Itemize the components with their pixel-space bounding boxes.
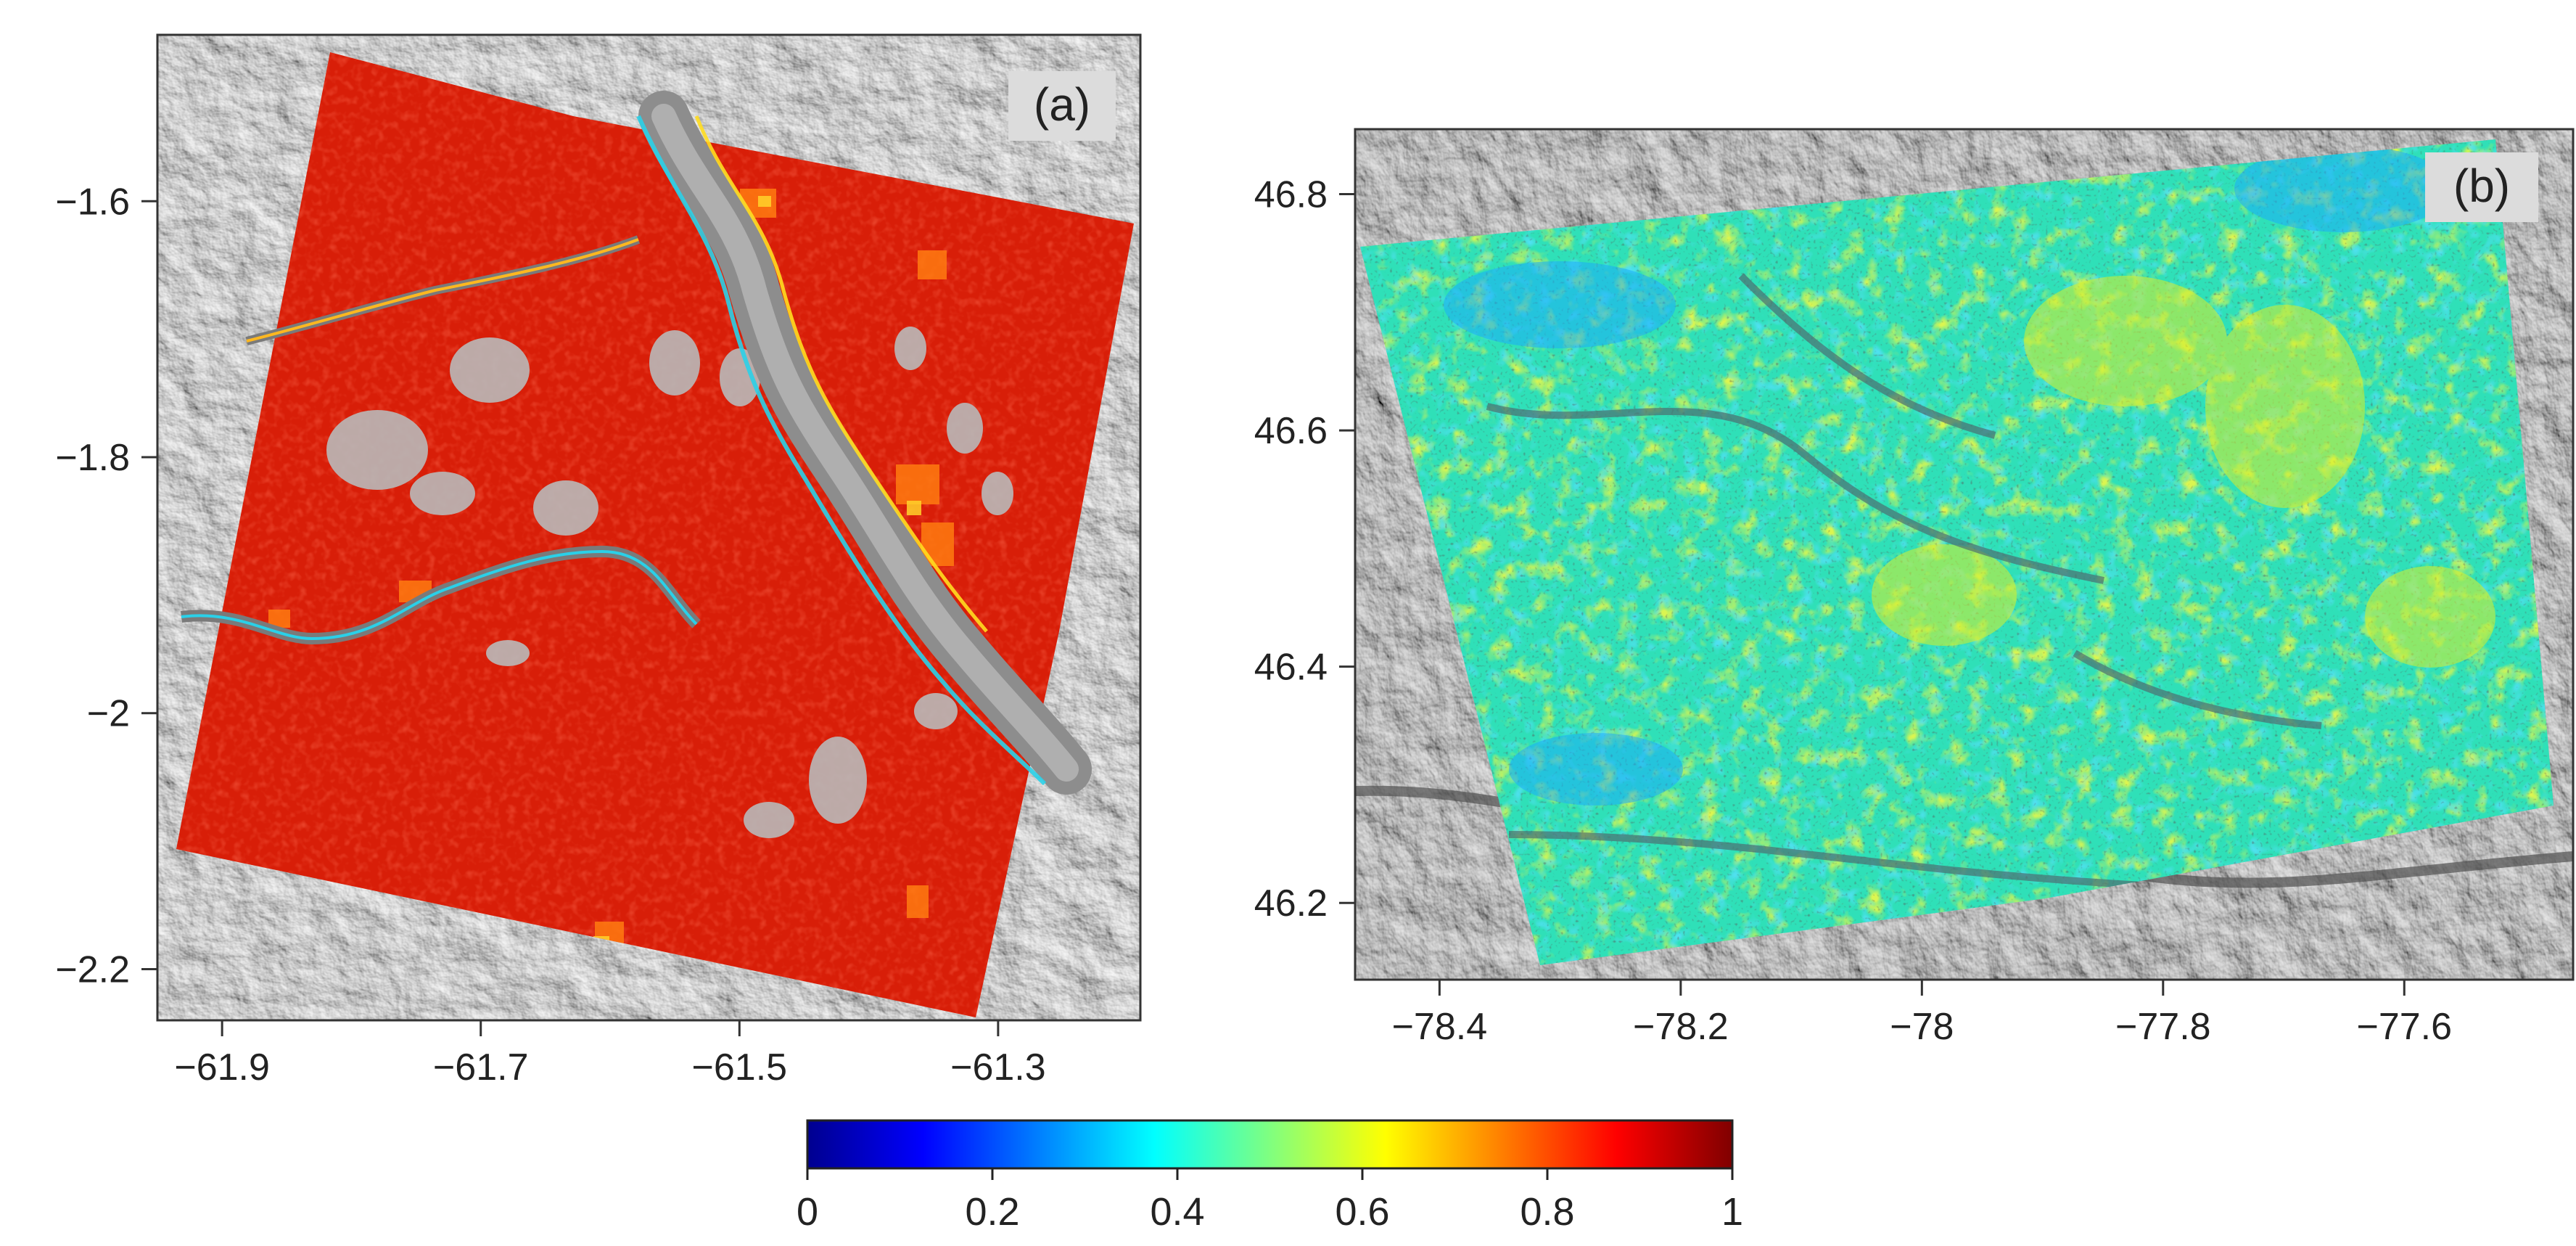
axes-frame-a <box>156 33 1142 1022</box>
panel-label-box-a <box>1008 71 1116 141</box>
colorbar-tick-label: 0.2 <box>965 1190 1019 1234</box>
colorbar-tick-label: 0 <box>797 1190 818 1234</box>
x-tick-label-b: −77.8 <box>2115 1006 2211 1048</box>
overlay-texture-a <box>176 52 1134 1017</box>
colorbar-ticks: 0 0.2 0.4 0.6 0.8 1 <box>797 1168 1743 1234</box>
map-panel-b: −78.4 −78.2 −78 −77.8 −77.646.846.646.446.2 … <box>1254 128 2575 1048</box>
x-tick-label-b: −77.6 <box>2356 1006 2452 1048</box>
y-tick-label-a: −2 <box>87 693 130 735</box>
y-tick-label-b: 46.2 <box>1254 882 1328 925</box>
y-tick-label-a: −1.6 <box>55 181 130 223</box>
yellow-zones-b <box>1872 276 2495 668</box>
axes-frame-b <box>1354 128 2575 981</box>
x-tick-label-a: −61.5 <box>692 1046 788 1089</box>
axes-a: −61.9 −61.7 −61.5 −61.3 −1.6 −1.8 −2 −2.2 <box>55 181 1045 1089</box>
x-tick-label-a: −61.7 <box>433 1046 529 1089</box>
map-panel-a: −61.9 −61.7 −61.5 −61.3 −1.6 −1.8 −2 −2.2 (a) <box>55 33 1142 1089</box>
y-tick-label-b: 46.4 <box>1254 647 1328 689</box>
y-tick-label-b: 46.6 <box>1254 410 1328 452</box>
y-tick-label-b: 46.8 <box>1254 174 1328 216</box>
x-tick-label-b: −78.4 <box>1392 1006 1488 1048</box>
y-tick-label-a: −2.2 <box>55 948 130 991</box>
colorbar-tick-label: 1 <box>1721 1190 1743 1234</box>
panel-label-b: (b) <box>2453 160 2510 212</box>
x-tick-label-b: −78.2 <box>1633 1006 1729 1048</box>
river-channel-a <box>181 91 1092 795</box>
colorbar-gradient <box>806 1119 1734 1170</box>
no-data-patches-a <box>326 327 1013 838</box>
colorbar-tick-label: 0.6 <box>1335 1190 1389 1234</box>
colorbar: 0 0.2 0.4 0.6 0.8 1 <box>797 1119 1743 1234</box>
colorbar-tick-label: 0.4 <box>1150 1190 1204 1234</box>
x-tick-label-a: −61.9 <box>174 1046 270 1089</box>
colorbar-tick-label: 0.8 <box>1520 1190 1574 1234</box>
panel-label-a: (a) <box>1034 78 1090 131</box>
blue-zones-b <box>1444 145 2452 806</box>
x-tick-label-b: −78 <box>1890 1006 1954 1048</box>
panel-label-box-b <box>2425 152 2538 222</box>
axes-b: −78.4 −78.2 −78 −77.8 −77.6 46.8 46.6 46.4 46.2 <box>1254 174 2452 1048</box>
x-tick-label-a: −61.3 <box>950 1046 1046 1089</box>
y-tick-label-a: −1.8 <box>55 437 130 479</box>
